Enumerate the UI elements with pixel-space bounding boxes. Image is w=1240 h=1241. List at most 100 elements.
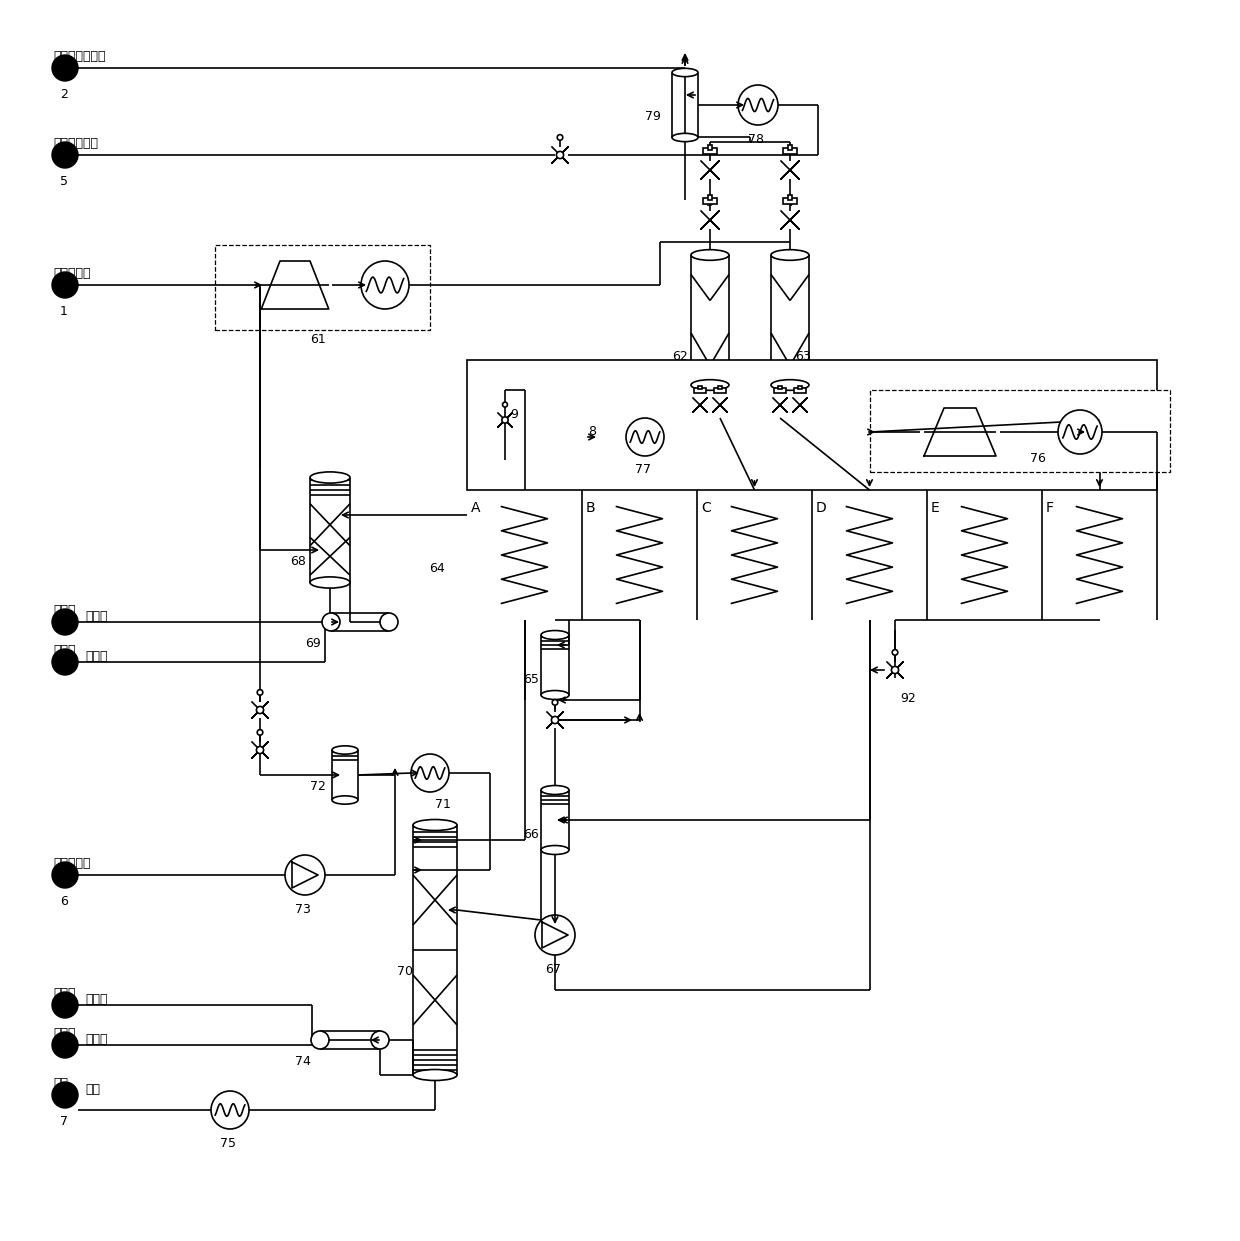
Circle shape (534, 915, 575, 956)
Text: 5: 5 (60, 175, 68, 187)
Circle shape (52, 55, 78, 81)
Text: 1: 1 (60, 305, 68, 318)
Text: 74: 74 (295, 1055, 311, 1069)
Text: 导热油: 导热油 (86, 650, 108, 663)
Text: 导热油: 导热油 (86, 993, 108, 1006)
Text: E: E (931, 501, 940, 515)
Circle shape (52, 272, 78, 298)
Bar (215, 244, 430, 330)
Circle shape (257, 706, 264, 714)
Circle shape (211, 1091, 249, 1129)
Text: C: C (701, 501, 711, 515)
Text: 61: 61 (310, 333, 326, 346)
Circle shape (557, 151, 564, 159)
Bar (775, 387, 786, 392)
Text: 65: 65 (523, 673, 539, 686)
Text: 63: 63 (795, 350, 811, 364)
Bar (870, 390, 1171, 472)
Text: 79: 79 (645, 110, 661, 123)
Bar (787, 195, 792, 200)
Bar (782, 197, 797, 205)
Text: B: B (587, 501, 595, 515)
Text: 液化石油气: 液化石油气 (53, 858, 91, 870)
Text: 9: 9 (510, 408, 518, 421)
Bar (694, 387, 706, 392)
Circle shape (52, 609, 78, 635)
Text: 67: 67 (546, 963, 560, 975)
Bar (787, 145, 792, 150)
Text: 75: 75 (219, 1137, 236, 1150)
Bar (799, 386, 802, 390)
Text: 6: 6 (60, 895, 68, 908)
Text: 4: 4 (785, 196, 792, 208)
Circle shape (285, 855, 325, 895)
Ellipse shape (691, 380, 729, 391)
Ellipse shape (541, 630, 569, 639)
Circle shape (626, 418, 663, 455)
Text: 油田伴生气: 油田伴生气 (53, 267, 91, 280)
Bar (703, 148, 717, 154)
Ellipse shape (371, 1031, 389, 1049)
Text: 3: 3 (706, 196, 713, 208)
Bar (782, 148, 797, 154)
Bar (703, 197, 717, 205)
Ellipse shape (311, 1031, 329, 1049)
Circle shape (52, 1082, 78, 1108)
Ellipse shape (672, 68, 698, 77)
Text: 7: 7 (60, 1114, 68, 1128)
Text: 导热油: 导热油 (53, 604, 76, 617)
Text: 干气去下游管网: 干气去下游管网 (53, 50, 105, 63)
Bar (467, 360, 1157, 490)
Bar (779, 386, 781, 390)
Text: 导热油: 导热油 (53, 1028, 76, 1040)
Ellipse shape (332, 746, 358, 755)
Circle shape (552, 716, 558, 724)
Circle shape (502, 417, 508, 423)
Bar (795, 387, 806, 392)
Circle shape (557, 134, 563, 140)
Ellipse shape (413, 819, 458, 830)
Text: 68: 68 (290, 555, 306, 568)
Circle shape (552, 700, 558, 705)
Ellipse shape (771, 249, 808, 261)
Text: 2: 2 (60, 88, 68, 101)
Ellipse shape (413, 1070, 458, 1081)
Text: 游离水去界外: 游离水去界外 (53, 137, 98, 150)
Ellipse shape (541, 690, 569, 700)
Text: 76: 76 (1030, 452, 1045, 465)
Ellipse shape (541, 786, 569, 794)
Bar (714, 387, 725, 392)
Circle shape (52, 1033, 78, 1059)
Bar (718, 386, 722, 390)
Text: 66: 66 (523, 828, 538, 841)
Circle shape (52, 862, 78, 889)
Circle shape (257, 746, 264, 753)
Circle shape (257, 690, 263, 695)
Text: 导热油: 导热油 (86, 1033, 108, 1046)
Text: 77: 77 (635, 463, 651, 477)
Text: 轻油: 轻油 (53, 1077, 68, 1090)
Circle shape (892, 666, 899, 674)
Text: 71: 71 (435, 798, 451, 812)
Text: 62: 62 (672, 350, 688, 364)
Text: 92: 92 (900, 692, 916, 705)
Text: 导热油: 导热油 (86, 611, 108, 623)
Circle shape (52, 141, 78, 168)
Bar (698, 386, 702, 390)
Circle shape (52, 649, 78, 675)
Text: 64: 64 (429, 561, 445, 575)
Circle shape (738, 84, 777, 125)
Text: 69: 69 (305, 637, 321, 650)
Ellipse shape (672, 133, 698, 141)
Text: 8: 8 (588, 424, 596, 438)
Text: 轻油: 轻油 (86, 1083, 100, 1096)
Circle shape (257, 730, 263, 735)
Ellipse shape (541, 845, 569, 855)
Ellipse shape (379, 613, 398, 630)
Circle shape (893, 649, 898, 655)
Circle shape (502, 402, 507, 407)
Text: 导热油: 导热油 (53, 987, 76, 1000)
Ellipse shape (771, 380, 808, 391)
Text: D: D (816, 501, 827, 515)
Circle shape (361, 261, 409, 309)
